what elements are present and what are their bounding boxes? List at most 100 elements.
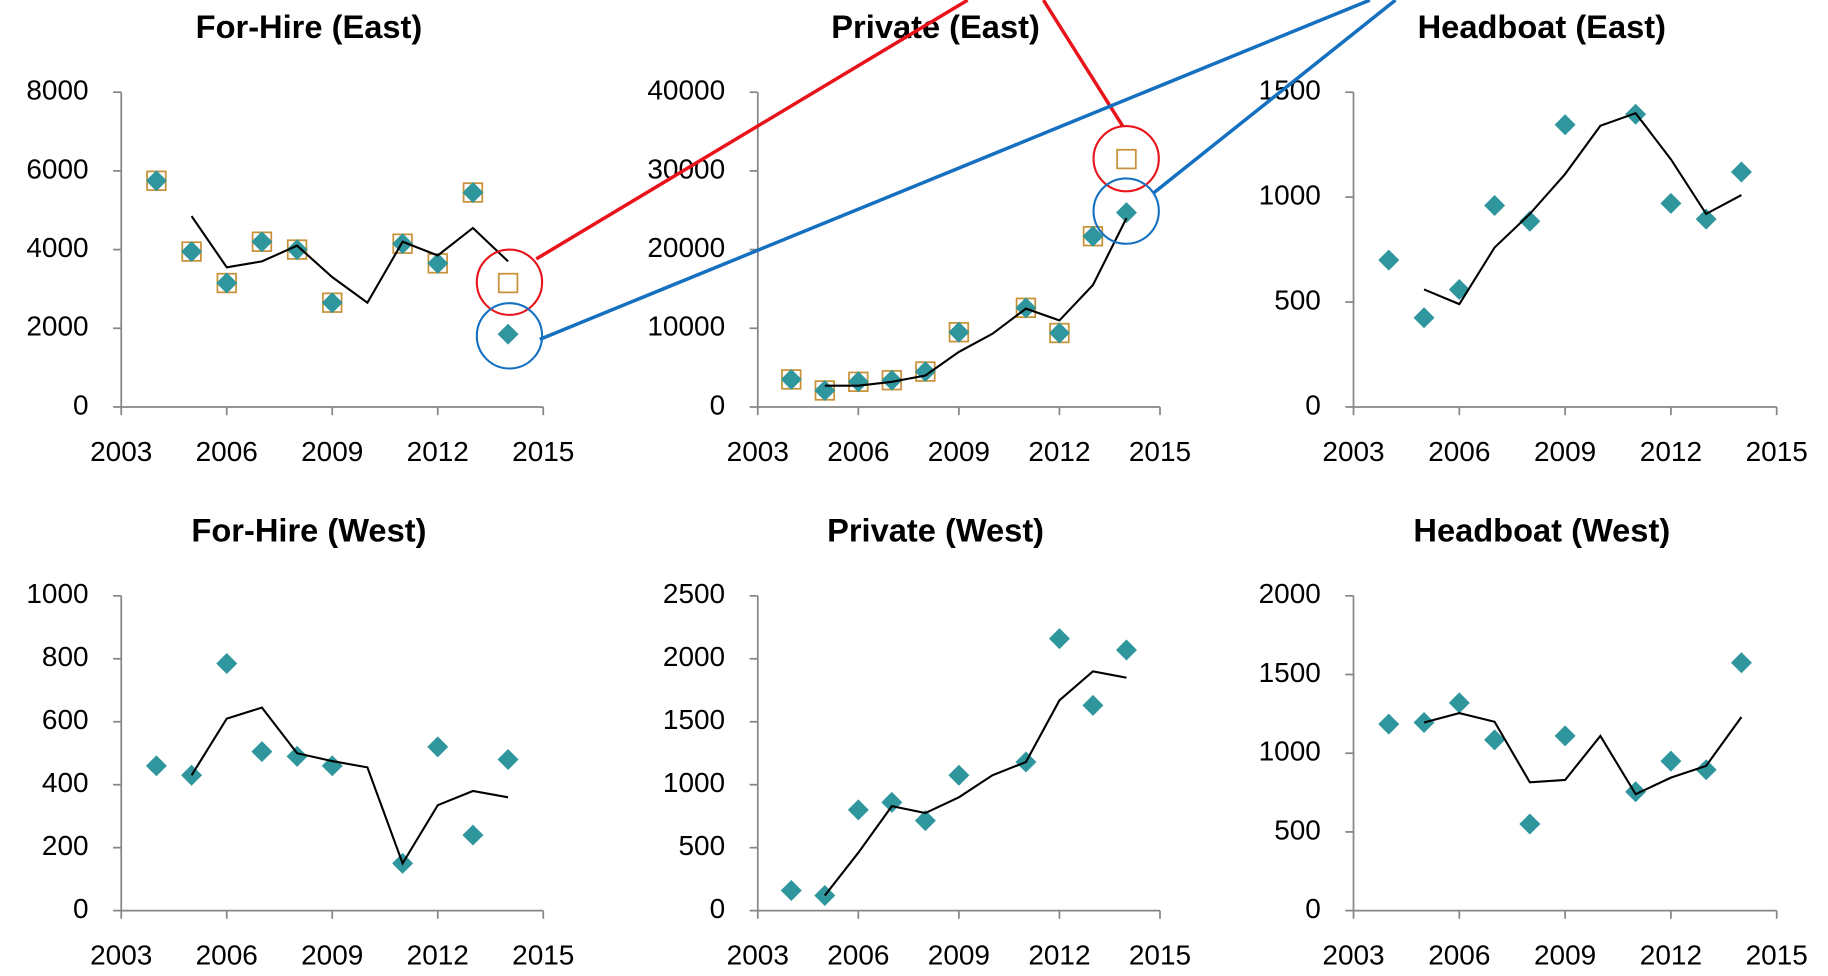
y-tick-label: 500 [1274, 814, 1321, 845]
diamond-point [1484, 195, 1506, 217]
diamond-point [216, 272, 238, 294]
diamond-point [181, 241, 203, 263]
x-tick-label: 2015 [1746, 436, 1808, 467]
diamond-point [1519, 813, 1541, 835]
diamond-point [1048, 628, 1070, 650]
y-tick-label: 0 [73, 893, 89, 924]
annotations [475, 0, 1397, 370]
diamond-point [780, 368, 802, 390]
diamond-point [1554, 725, 1576, 747]
y-tick-label: 2000 [663, 641, 725, 672]
x-tick-label: 2009 [301, 436, 363, 467]
x-tick-label: 2012 [1028, 436, 1090, 467]
callout-circle [1092, 124, 1160, 193]
y-tick-label: 600 [42, 704, 89, 735]
x-tick-label: 2015 [512, 940, 574, 971]
chart-title: Headboat (East) [1418, 8, 1666, 45]
x-tick-label: 2003 [90, 940, 152, 971]
chart-title: Private (East) [831, 8, 1040, 45]
diamond-point [286, 745, 308, 767]
x-tick-label: 2012 [1028, 940, 1090, 971]
diamond-point [145, 755, 167, 777]
x-tick-label: 2006 [1428, 436, 1490, 467]
x-tick-label: 2006 [1428, 940, 1490, 971]
x-tick-label: 2012 [1640, 940, 1702, 971]
y-tick-label: 0 [73, 389, 89, 420]
chart-title: Headboat (West) [1413, 512, 1670, 549]
x-tick-label: 2009 [1534, 436, 1596, 467]
x-tick-label: 2006 [196, 436, 258, 467]
diamond-point [1115, 202, 1137, 224]
x-tick-label: 2003 [727, 940, 789, 971]
x-tick-label: 2003 [727, 436, 789, 467]
square-point [1116, 148, 1137, 170]
trend-line [190, 215, 509, 305]
y-tick-label: 4000 [26, 232, 88, 263]
x-tick-label: 2015 [1129, 436, 1191, 467]
y-tick-label: 1000 [26, 578, 88, 609]
diamond-point [914, 810, 936, 832]
callout-line [539, 0, 1371, 341]
x-tick-label: 2009 [928, 436, 990, 467]
x-tick-label: 2009 [928, 940, 990, 971]
diamond-point [1695, 208, 1717, 230]
y-tick-label: 0 [710, 389, 726, 420]
x-tick-label: 2012 [1640, 436, 1702, 467]
x-tick-label: 2006 [196, 940, 258, 971]
callout-line [535, 0, 969, 261]
diamond-point [1115, 639, 1137, 661]
diamond-point [1378, 249, 1400, 271]
trend-line [1423, 712, 1743, 796]
y-tick-label: 2000 [1259, 578, 1321, 609]
diamond-point [462, 182, 484, 204]
y-tick-label: 0 [1305, 389, 1321, 420]
x-tick-label: 2003 [1322, 940, 1384, 971]
callout-circle [475, 302, 544, 370]
diamond-point [1484, 729, 1506, 751]
diamond-point [1082, 694, 1104, 716]
y-tick-label: 40000 [647, 75, 725, 106]
chart: For-Hire (West) 0 200 400 600 800 1000 2003 2006… [26, 512, 574, 971]
y-tick-label: 1000 [1259, 180, 1321, 211]
diamond-point [1519, 210, 1541, 232]
callout-circle [1092, 177, 1160, 245]
y-tick-label: 0 [1305, 893, 1321, 924]
y-tick-label: 2500 [663, 578, 725, 609]
chart-title: For-Hire (West) [191, 512, 426, 549]
x-tick-label: 2015 [1746, 940, 1808, 971]
y-tick-label: 800 [42, 641, 89, 672]
y-tick-label: 500 [1274, 284, 1321, 315]
diamond-point [1660, 192, 1682, 214]
x-tick-label: 2012 [407, 940, 469, 971]
x-tick-label: 2012 [407, 436, 469, 467]
callout-circle [475, 248, 544, 316]
y-tick-label: 8000 [26, 75, 88, 106]
x-tick-label: 2006 [827, 940, 889, 971]
x-tick-label: 2003 [90, 436, 152, 467]
x-tick-label: 2015 [1129, 940, 1191, 971]
diamond-point [948, 321, 970, 343]
y-tick-label: 1500 [1259, 657, 1321, 688]
diamond-point [216, 653, 238, 675]
diamond-point [1554, 114, 1576, 136]
diamond-point [251, 741, 273, 763]
trend-line [1423, 111, 1742, 306]
diamond-point [462, 824, 484, 846]
chart: Private (West) 0 500 1000 1500 2000 2500 2003 20… [663, 512, 1191, 971]
callout-line [1153, 0, 1397, 194]
diamond-point [847, 799, 869, 821]
y-tick-label: 400 [42, 767, 89, 798]
y-tick-label: 6000 [26, 153, 88, 184]
chart: Headboat (West) 0 500 1000 1500 2000 2003 2006 2… [1259, 512, 1808, 971]
chart: For-Hire (East) 0 2000 4000 6000 8000 2003 2006… [26, 8, 574, 467]
x-tick-label: 2009 [1534, 940, 1596, 971]
diamond-point [881, 791, 903, 813]
diamond-point [1448, 278, 1470, 300]
y-tick-label: 1000 [663, 767, 725, 798]
x-tick-label: 2009 [301, 940, 363, 971]
x-tick-label: 2006 [827, 436, 889, 467]
diamond-point [1695, 759, 1717, 781]
